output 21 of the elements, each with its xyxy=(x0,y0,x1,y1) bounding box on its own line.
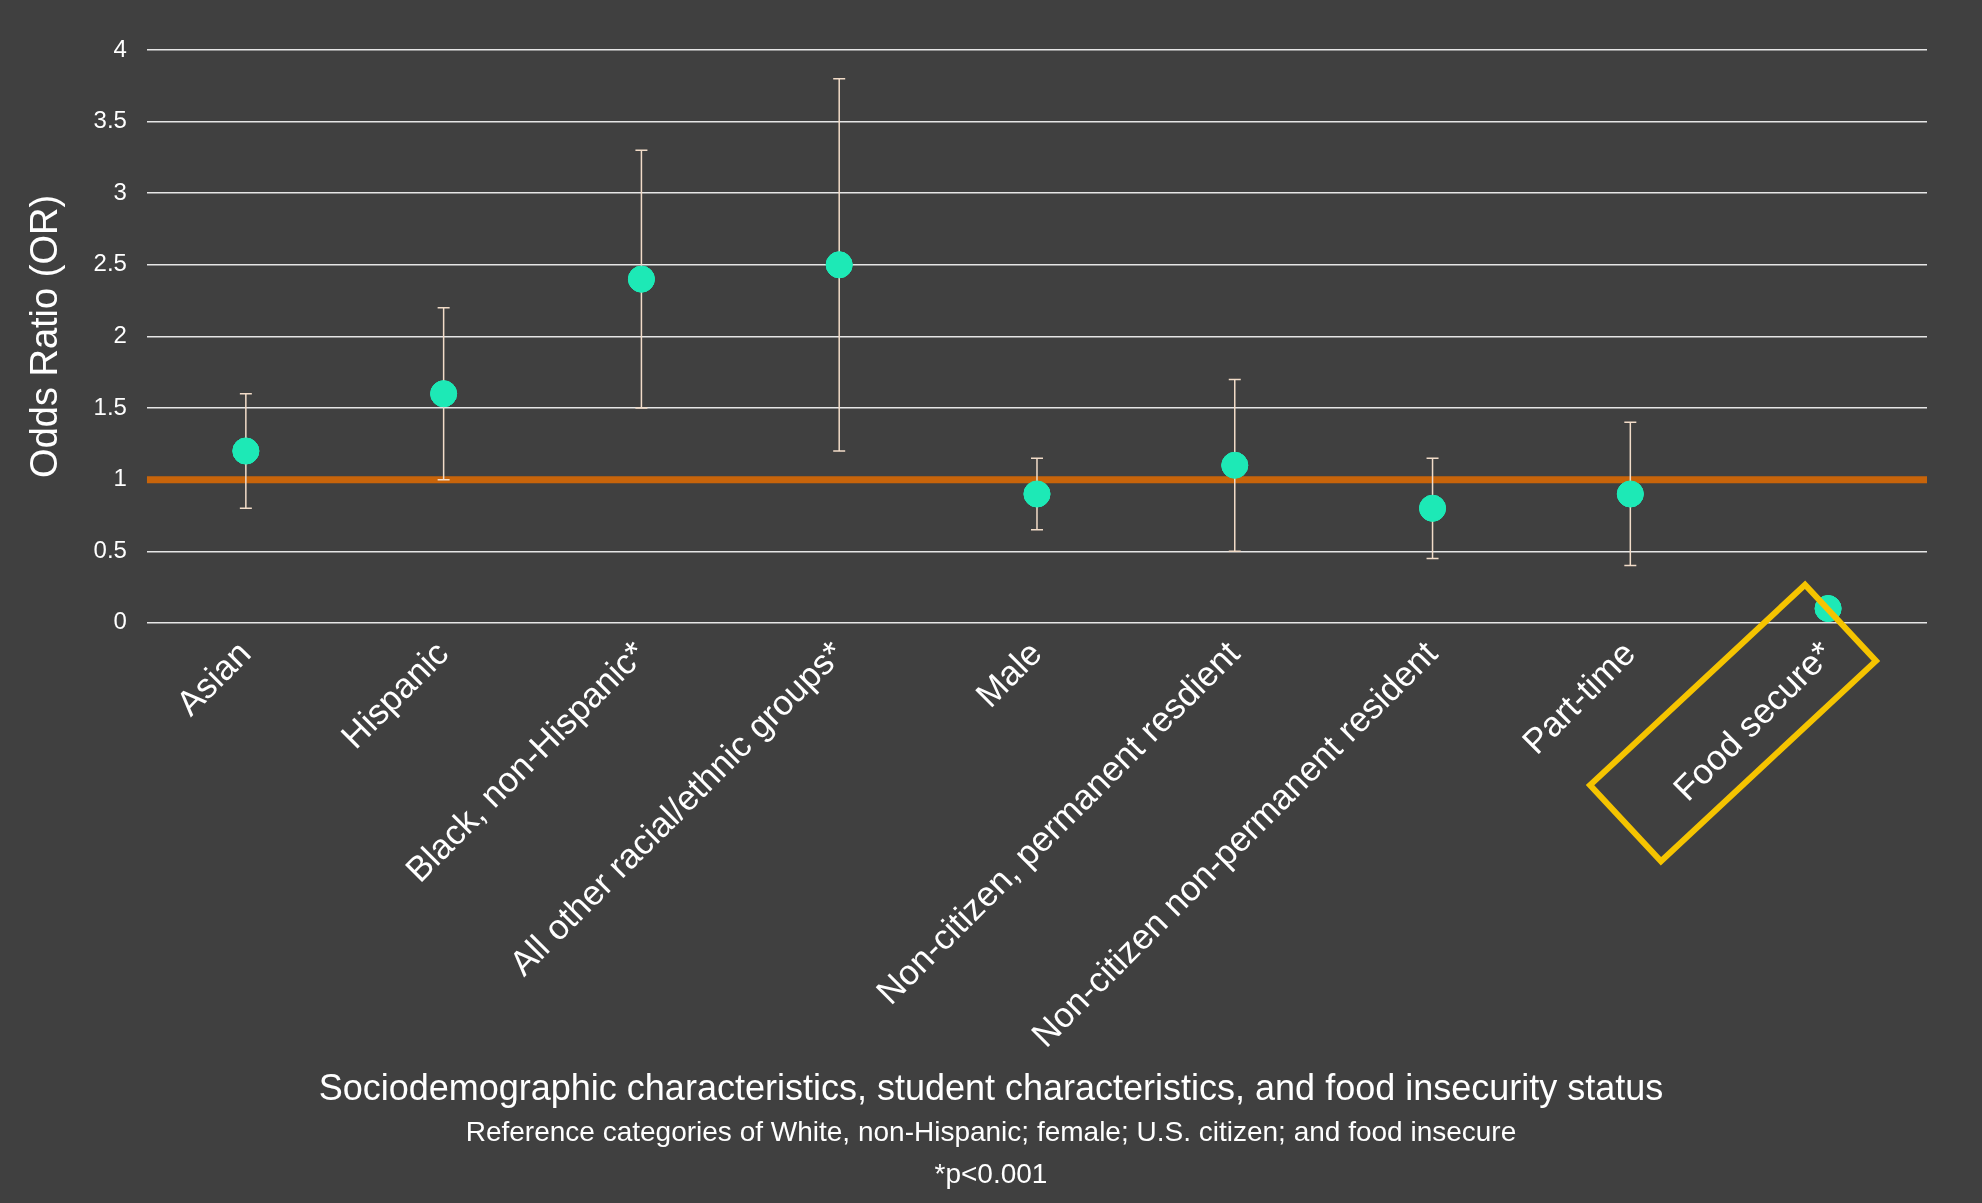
x-axis-title: Sociodemographic characteristics, student characteristics, and food insecurity status xyxy=(317,1066,1665,1110)
y-tick-label: 4 xyxy=(113,34,127,62)
point xyxy=(232,437,260,465)
point xyxy=(1023,480,1051,508)
point xyxy=(1419,494,1447,522)
y-tick-label: 2 xyxy=(113,321,127,349)
y-tick-label: 0 xyxy=(113,607,127,635)
y-tick-label: 3.5 xyxy=(93,106,127,134)
point xyxy=(627,265,655,293)
point xyxy=(430,380,458,408)
y-tick-label: 1.5 xyxy=(93,392,127,420)
point xyxy=(1616,480,1644,508)
y-tick-label: 2.5 xyxy=(93,249,127,277)
y-tick-label: 1 xyxy=(113,464,127,492)
y-tick-label: 3 xyxy=(113,177,127,205)
point xyxy=(825,251,853,279)
y-tick-label: 0.5 xyxy=(93,535,127,563)
point xyxy=(1221,451,1249,479)
text: *p<0.001 xyxy=(933,1157,1049,1191)
text: Reference categories of White, non-Hispanic; female; U.S. citizen; and food insecure xyxy=(464,1115,1518,1149)
y-axis-title: Odds Ratio (OR) xyxy=(23,194,66,478)
